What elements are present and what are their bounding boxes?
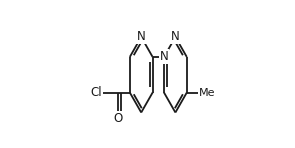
- Text: N: N: [160, 50, 168, 63]
- Text: Cl: Cl: [90, 86, 102, 99]
- Text: O: O: [114, 112, 123, 125]
- Text: N: N: [137, 30, 146, 44]
- Text: Me: Me: [199, 88, 215, 98]
- Text: N: N: [171, 30, 180, 44]
